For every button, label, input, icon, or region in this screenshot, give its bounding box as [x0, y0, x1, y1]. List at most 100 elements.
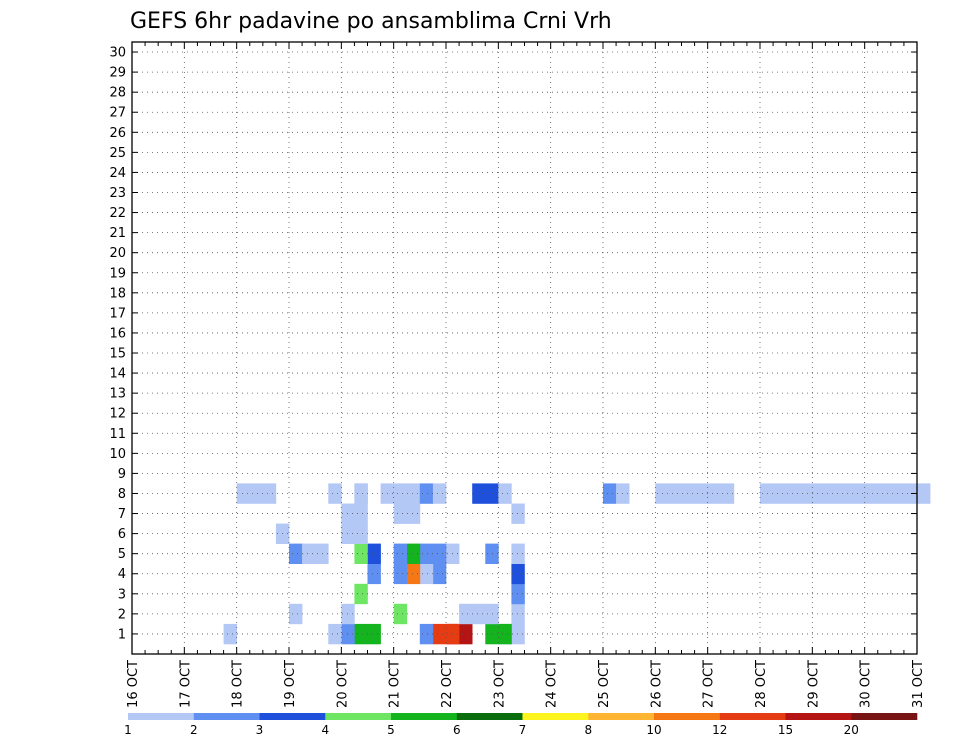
- y-tick-label: 25: [109, 146, 126, 161]
- colorbar-swatch: [456, 713, 523, 720]
- y-tick-label: 26: [109, 126, 126, 141]
- precip-cell: [511, 623, 525, 645]
- colorbar-swatch: [851, 713, 918, 720]
- colorbar-swatch: [325, 713, 392, 720]
- colorbar-swatch: [522, 713, 589, 720]
- precip-cell: [223, 623, 237, 645]
- precip-cell: [812, 483, 826, 504]
- y-tick-label: 2: [118, 607, 126, 622]
- colorbar-swatch: [785, 713, 852, 720]
- precip-cell: [328, 623, 342, 645]
- y-tick-label: 10: [109, 447, 126, 462]
- precip-cell: [367, 543, 381, 564]
- precip-cell: [603, 483, 617, 504]
- colorbar-label: 7: [519, 723, 527, 737]
- x-axis: 16 OCT 17 OCT 18 OCT 19 OCT 20 OCT 21 OCT 22 O…: [126, 42, 926, 708]
- colorbar-swatch: [259, 713, 326, 720]
- precip-cell: [419, 543, 434, 564]
- precip-cell: [838, 483, 852, 504]
- x-tick-label: 19 OCT: [283, 660, 298, 708]
- precip-cell: [393, 563, 408, 585]
- y-tick-label: 3: [118, 587, 126, 602]
- y-axis: 1234567891011121314151617181920212223242…: [109, 46, 917, 642]
- precip-cell: [668, 483, 682, 504]
- precip-cell: [760, 483, 774, 504]
- y-tick-label: 15: [109, 347, 126, 362]
- x-tick-label: 22 OCT: [440, 660, 455, 708]
- y-tick-label: 18: [109, 286, 126, 301]
- colorbar-legend: 1 2 3 4 5 6 7 8 10 12 15 20: [124, 713, 918, 737]
- y-tick-label: 6: [118, 527, 126, 542]
- y-tick-label: 29: [109, 66, 126, 81]
- colorbar-swatch: [654, 713, 720, 720]
- colorbar-swatch: [588, 713, 655, 720]
- x-tick-label: 18 OCT: [231, 660, 246, 708]
- precip-cell: [354, 623, 368, 645]
- y-tick-label: 28: [109, 86, 126, 101]
- precip-cell: [315, 543, 329, 564]
- y-tick-label: 9: [118, 467, 126, 482]
- precip-cell: [917, 483, 931, 504]
- precip-cell: [511, 543, 525, 564]
- precip-cell: [432, 543, 447, 564]
- y-tick-label: 13: [109, 387, 126, 402]
- precip-cell: [511, 583, 525, 605]
- precip-cell: [406, 503, 421, 524]
- y-tick-label: 20: [109, 246, 126, 261]
- precip-cell: [393, 543, 408, 564]
- y-tick-label: 27: [109, 106, 126, 121]
- precip-cell: [472, 483, 486, 504]
- y-tick-label: 1: [118, 627, 126, 642]
- precip-cell: [511, 503, 525, 524]
- precip-cell: [367, 623, 381, 645]
- x-tick-label: 21 OCT: [388, 660, 403, 708]
- colorbar-label: 15: [778, 723, 793, 737]
- x-tick-label: 24 OCT: [545, 660, 560, 708]
- colorbar-label: 2: [190, 723, 198, 737]
- precip-cell: [459, 603, 473, 625]
- precip-cell: [354, 483, 368, 504]
- colorbar-label: 5: [387, 723, 395, 737]
- x-tick-label: 16 OCT: [126, 660, 141, 708]
- precip-cell: [419, 483, 434, 504]
- precip-cell: [485, 623, 512, 645]
- y-tick-label: 8: [118, 487, 126, 502]
- precip-cell: [773, 483, 787, 504]
- precip-cell: [289, 603, 303, 625]
- y-tick-label: 19: [109, 266, 126, 281]
- y-tick-label: 11: [109, 427, 126, 442]
- precip-cell: [302, 543, 316, 564]
- x-tick-label: 26 OCT: [649, 660, 664, 708]
- precip-cell: [406, 563, 421, 585]
- chart-title: GEFS 6hr padavine po ansamblima Crni Vrh: [130, 9, 612, 34]
- y-tick-label: 23: [109, 186, 126, 201]
- y-tick-label: 14: [109, 367, 126, 382]
- precip-cell: [236, 483, 264, 504]
- precip-cell: [393, 483, 408, 504]
- y-tick-label: 21: [109, 226, 126, 241]
- x-tick-label: 27 OCT: [702, 660, 717, 708]
- precip-cell: [419, 623, 434, 645]
- y-tick-label: 22: [109, 206, 126, 221]
- precip-cell: [354, 583, 368, 605]
- x-tick-label: 23 OCT: [492, 660, 507, 708]
- precip-cell: [406, 543, 421, 564]
- precip-cell: [511, 603, 525, 625]
- y-tick-label: 17: [109, 306, 126, 321]
- precip-cell: [877, 483, 892, 504]
- colorbar-swatch: [128, 713, 194, 720]
- precip-cell: [498, 483, 512, 504]
- precip-cell: [393, 503, 408, 524]
- precip-cell: [262, 483, 277, 504]
- precip-cell: [432, 623, 460, 645]
- y-tick-label: 7: [118, 507, 126, 522]
- x-tick-label: 17 OCT: [178, 660, 193, 708]
- precip-cell: [419, 563, 434, 585]
- x-tick-label: 29 OCT: [806, 660, 821, 708]
- y-tick-label: 5: [118, 547, 126, 562]
- precip-cell: [406, 483, 421, 504]
- precip-cell: [851, 483, 865, 504]
- precip-cell: [511, 563, 525, 585]
- y-tick-label: 4: [118, 567, 126, 582]
